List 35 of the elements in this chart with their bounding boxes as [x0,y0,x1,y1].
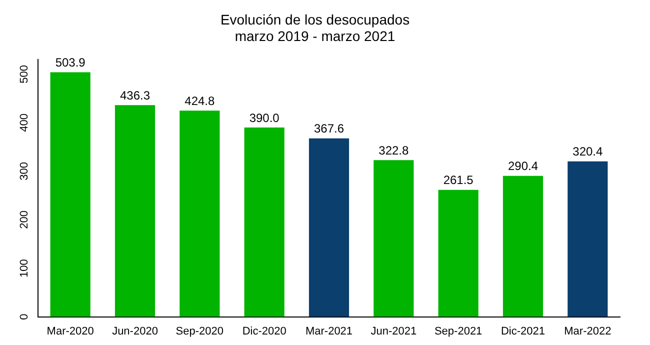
bar [502,176,544,317]
y-tick-label: 0 [18,314,31,320]
x-tick-label: Jun-2021 [370,325,417,338]
bar [308,138,350,317]
y-tick-label: 200 [18,210,31,229]
data-label: 390.0 [249,110,280,125]
bar [244,128,284,317]
bar [374,160,414,317]
x-tick-label: Mar-2020 [46,325,94,338]
x-tick-label: Mar-2021 [305,325,353,338]
x-tick-label: Sep-2021 [434,325,482,338]
chart-title: Evolución de los desocupados [220,11,410,28]
data-label: 261.5 [443,173,474,188]
chart-subtitle: marzo 2019 - marzo 2021 [234,28,396,44]
y-tick-label: 400 [18,114,31,132]
data-label: 320.4 [572,144,604,159]
y-tick-label: 300 [18,162,31,180]
bar [114,105,156,317]
bar [50,72,90,317]
data-label: 436.3 [120,88,150,102]
y-tick-label: 100 [18,259,31,278]
bar [568,161,608,317]
data-label: 322.8 [378,143,410,158]
data-label: 367.6 [314,122,344,136]
data-label: 424.8 [184,94,216,108]
y-tick-label: 500 [18,64,31,84]
x-tick-label: Sep-2020 [176,325,224,338]
x-tick-label: Mar-2022 [564,325,612,338]
data-label: 290.4 [508,159,538,174]
x-tick-label: Jun-2020 [112,325,158,338]
bar [180,110,220,317]
data-label: 503.9 [55,56,86,70]
bar [438,190,478,317]
x-tick-label: Dic-2020 [242,325,286,338]
x-tick-label: Dic-2021 [500,325,546,338]
